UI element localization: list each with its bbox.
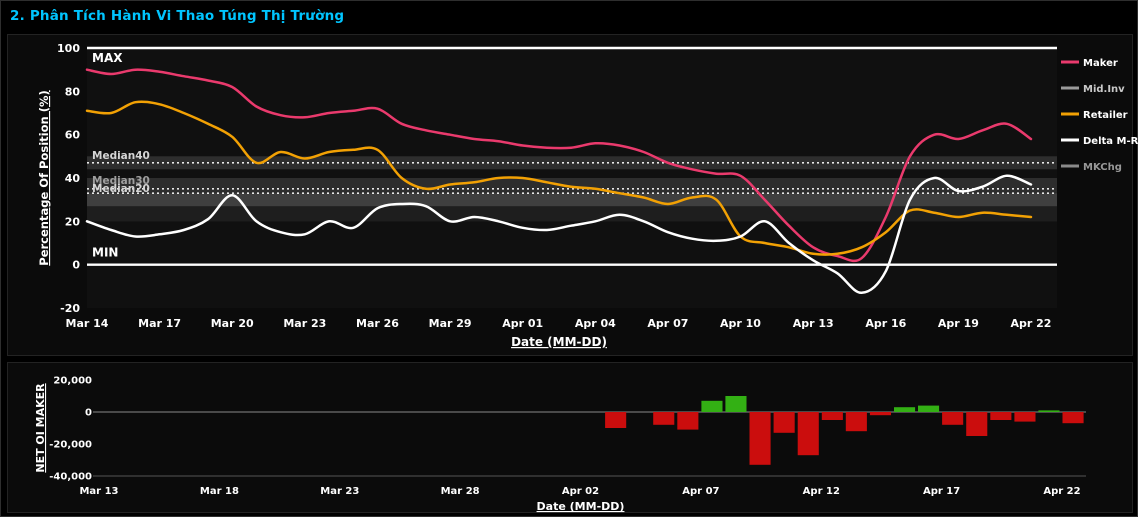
- legend-item-retailer: Retailer: [1061, 110, 1128, 121]
- x-tick-label: Apr 04: [575, 317, 616, 330]
- x-axis-label: Date (MM-DD): [511, 335, 607, 349]
- x-tick-label: Apr 10: [720, 317, 761, 330]
- net-oi-bar-positive: [701, 401, 722, 412]
- median40-label: Median40: [92, 150, 150, 162]
- net-oi-bar-positive: [894, 407, 915, 412]
- median-band: [87, 206, 1057, 221]
- position-chart-panel: -20 0 20 40 60 80 100 Mar 14 Mar 17 Mar 20 Mar 23 M…: [7, 34, 1133, 356]
- net-oi-bar-negative: [653, 412, 674, 425]
- x-tick-label: Apr 16: [865, 317, 906, 330]
- x-tick-label: Mar 29: [429, 317, 472, 330]
- x-tick-label: Apr 17: [923, 486, 960, 497]
- dashboard: 2. Phân Tích Hành Vi Thao Túng Thị Trườn…: [0, 0, 1138, 517]
- x-tick-label: Mar 28: [441, 486, 480, 497]
- y-tick-label: 0: [85, 408, 92, 419]
- legend-label: MKChg: [1083, 162, 1122, 173]
- net-oi-bar-chart: 20,000 0 -20,000 -40,000 Mar 13 Mar 18 Mar 23 M…: [8, 363, 1132, 512]
- net-oi-bar-negative: [677, 412, 698, 430]
- legend-label: Delta M-R: [1083, 136, 1138, 147]
- x-tick-label: Mar 17: [138, 317, 181, 330]
- y-tick-label: 60: [65, 129, 81, 142]
- net-oi-bar-negative: [846, 412, 867, 431]
- net-oi-bar-negative: [870, 412, 891, 415]
- position-line-chart: -20 0 20 40 60 80 100 Mar 14 Mar 17 Mar 20 Mar 23 M…: [8, 35, 1132, 355]
- y-axis-label: Percentage Of Position (%): [37, 90, 51, 265]
- net-oi-bar-positive: [725, 396, 746, 412]
- net-oi-bar-negative: [1063, 412, 1084, 423]
- net-oi-bar-negative: [605, 412, 626, 428]
- legend-item-mkchg: MKChg: [1061, 162, 1122, 173]
- net-oi-bar-negative: [822, 412, 843, 420]
- x-tick-label: Mar 18: [200, 486, 239, 497]
- net-oi-panel: 20,000 0 -20,000 -40,000 Mar 13 Mar 18 Mar 23 M…: [7, 362, 1133, 513]
- y-tick-label: -20: [60, 302, 80, 315]
- net-oi-bar-negative: [798, 412, 819, 455]
- section-title: 2. Phân Tích Hành Vi Thao Túng Thị Trườn…: [10, 8, 344, 24]
- net-oi-bar-positive: [1038, 410, 1059, 412]
- y-tick-label: 20,000: [53, 376, 92, 387]
- legend-label: Mid.Inv: [1083, 84, 1125, 95]
- x-tick-label: Mar 23: [320, 486, 359, 497]
- x-tick-label: Apr 02: [562, 486, 599, 497]
- legend-item-mid-inv: Mid.Inv: [1061, 84, 1125, 95]
- y-tick-label: 0: [72, 259, 80, 272]
- net-oi-bar-negative: [942, 412, 963, 425]
- x-tick-label: Apr 19: [938, 317, 979, 330]
- y-tick-label: 20: [65, 215, 81, 228]
- legend-item-delta-m-r: Delta M-R: [1061, 136, 1138, 147]
- net-oi-bar-negative: [990, 412, 1011, 420]
- x-tick-label: Mar 14: [66, 317, 109, 330]
- x-tick-label: Apr 22: [1011, 317, 1052, 330]
- y-tick-label: 40: [65, 172, 81, 185]
- x-tick-label: Apr 07: [647, 317, 688, 330]
- y-tick-label: -20,000: [49, 440, 92, 451]
- x-tick-label: Mar 23: [283, 317, 326, 330]
- min-label: MIN: [92, 246, 118, 260]
- net-oi-bar-negative: [774, 412, 795, 433]
- net-oi-bar-negative: [750, 412, 771, 465]
- legend-item-maker: Maker: [1061, 58, 1118, 69]
- x-tick-label: Apr 12: [803, 486, 840, 497]
- x-tick-label: Mar 26: [356, 317, 399, 330]
- legend-label: Retailer: [1083, 110, 1128, 121]
- x-axis-label: Date (MM-DD): [537, 500, 625, 513]
- legend-label: Maker: [1083, 58, 1118, 69]
- median20-label: Median20: [92, 183, 150, 195]
- max-label: MAX: [92, 51, 123, 65]
- y-tick-label: 100: [57, 42, 80, 55]
- x-tick-label: Apr 07: [682, 486, 719, 497]
- y-tick-label: 80: [65, 85, 81, 98]
- x-tick-label: Mar 13: [79, 486, 118, 497]
- y-tick-label: -40,000: [49, 472, 92, 483]
- x-tick-label: Apr 22: [1043, 486, 1080, 497]
- x-tick-label: Mar 20: [211, 317, 254, 330]
- net-oi-bar-negative: [966, 412, 987, 436]
- y-axis-label: NET OI MAKER: [34, 383, 47, 473]
- x-tick-label: Apr 13: [793, 317, 834, 330]
- net-oi-bar-negative: [1014, 412, 1035, 422]
- net-oi-bar-positive: [918, 406, 939, 412]
- x-tick-label: Apr 01: [502, 317, 543, 330]
